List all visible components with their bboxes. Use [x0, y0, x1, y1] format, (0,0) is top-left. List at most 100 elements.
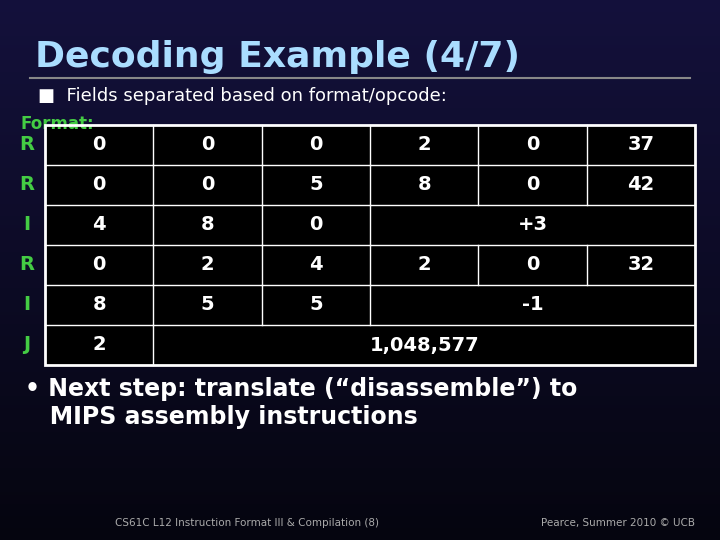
Bar: [0, 266, 720, 267]
Bar: [0, 197, 720, 198]
Bar: [0, 305, 720, 306]
Bar: [0, 225, 720, 226]
Bar: [0, 466, 720, 467]
Bar: [0, 280, 720, 281]
Bar: [0, 335, 720, 336]
Text: 4: 4: [92, 215, 106, 234]
Bar: [0, 173, 720, 174]
Bar: [0, 163, 720, 164]
Bar: [0, 172, 720, 173]
Bar: [0, 419, 720, 420]
Text: 0: 0: [201, 176, 214, 194]
Bar: [0, 500, 720, 501]
Bar: [0, 105, 720, 106]
Bar: [0, 484, 720, 485]
Bar: [0, 95, 720, 96]
Bar: [0, 141, 720, 142]
Bar: [0, 312, 720, 313]
Bar: [0, 290, 720, 291]
Bar: [0, 409, 720, 410]
Bar: [0, 53, 720, 54]
Text: 5: 5: [309, 295, 323, 314]
Bar: [0, 226, 720, 227]
Bar: [0, 463, 720, 464]
Bar: [0, 127, 720, 128]
Bar: [0, 81, 720, 82]
Bar: [0, 65, 720, 66]
Bar: [0, 45, 720, 46]
Bar: [0, 249, 720, 250]
Bar: [0, 230, 720, 231]
Bar: [0, 382, 720, 383]
Bar: [0, 48, 720, 49]
Bar: [0, 115, 720, 116]
Bar: [0, 489, 720, 490]
Bar: [0, 85, 720, 86]
Bar: [0, 207, 720, 208]
Bar: [0, 473, 720, 474]
Bar: [0, 123, 720, 124]
Bar: [0, 73, 720, 74]
Bar: [0, 508, 720, 509]
Bar: [0, 502, 720, 503]
Bar: [0, 245, 720, 246]
Bar: [0, 92, 720, 93]
Bar: [0, 306, 720, 307]
Bar: [0, 132, 720, 133]
Bar: [0, 310, 720, 311]
Bar: [0, 319, 720, 320]
Text: 0: 0: [92, 176, 106, 194]
Bar: [0, 59, 720, 60]
Bar: [0, 523, 720, 524]
Bar: [0, 259, 720, 260]
Bar: [0, 330, 720, 331]
Bar: [0, 447, 720, 448]
Bar: [0, 160, 720, 161]
Bar: [0, 522, 720, 523]
Bar: [0, 99, 720, 100]
Bar: [0, 190, 720, 191]
Bar: [0, 416, 720, 417]
Bar: [0, 418, 720, 419]
Bar: [0, 317, 720, 318]
Bar: [0, 82, 720, 83]
Bar: [0, 340, 720, 341]
Bar: [0, 367, 720, 368]
Bar: [0, 117, 720, 118]
Bar: [0, 33, 720, 34]
Bar: [0, 228, 720, 229]
Bar: [0, 181, 720, 182]
Text: 0: 0: [309, 215, 323, 234]
Bar: [0, 218, 720, 219]
Bar: [0, 66, 720, 67]
Bar: [0, 458, 720, 459]
Bar: [0, 91, 720, 92]
Bar: [0, 43, 720, 44]
Bar: [0, 237, 720, 238]
Bar: [0, 292, 720, 293]
Bar: [0, 327, 720, 328]
Bar: [0, 54, 720, 55]
Bar: [0, 116, 720, 117]
Bar: [0, 322, 720, 323]
Bar: [0, 506, 720, 507]
Bar: [0, 185, 720, 186]
Text: 5: 5: [201, 295, 215, 314]
Bar: [0, 420, 720, 421]
Bar: [0, 3, 720, 4]
Bar: [0, 377, 720, 378]
Bar: [0, 151, 720, 152]
Bar: [0, 453, 720, 454]
Bar: [0, 529, 720, 530]
Bar: [0, 467, 720, 468]
Bar: [0, 167, 720, 168]
Bar: [0, 284, 720, 285]
Bar: [0, 94, 720, 95]
Bar: [0, 429, 720, 430]
Bar: [0, 344, 720, 345]
Bar: [0, 329, 720, 330]
Bar: [0, 157, 720, 158]
Bar: [0, 396, 720, 397]
Bar: [0, 398, 720, 399]
Bar: [0, 534, 720, 535]
